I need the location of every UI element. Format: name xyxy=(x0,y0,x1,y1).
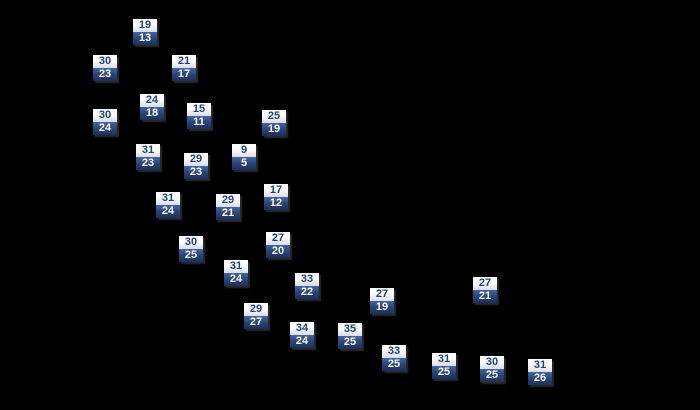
low-temperature: 12 xyxy=(264,197,288,210)
high-temperature: 31 xyxy=(136,144,160,157)
high-temperature: 27 xyxy=(370,288,394,301)
high-temperature: 30 xyxy=(179,236,203,249)
temperature-marker[interactable]: 30 23 xyxy=(93,55,117,81)
high-temperature: 19 xyxy=(133,19,157,32)
temperature-marker[interactable]: 31 26 xyxy=(528,359,552,385)
low-temperature: 13 xyxy=(133,32,157,45)
high-temperature: 29 xyxy=(216,194,240,207)
high-temperature: 30 xyxy=(93,55,117,68)
low-temperature: 25 xyxy=(480,369,504,382)
temperature-marker[interactable]: 27 20 xyxy=(266,232,290,258)
temperature-marker[interactable]: 25 19 xyxy=(262,110,286,136)
low-temperature: 23 xyxy=(93,68,117,81)
low-temperature: 19 xyxy=(370,301,394,314)
temperature-marker[interactable]: 24 18 xyxy=(140,94,164,120)
temperature-marker[interactable]: 31 23 xyxy=(136,144,160,170)
temperature-marker[interactable]: 33 22 xyxy=(295,273,319,299)
temperature-marker[interactable]: 9 5 xyxy=(232,144,256,170)
high-temperature: 21 xyxy=(172,55,196,68)
low-temperature: 25 xyxy=(179,249,203,262)
high-temperature: 17 xyxy=(264,184,288,197)
temperature-marker[interactable]: 27 21 xyxy=(473,277,497,303)
high-temperature: 31 xyxy=(156,192,180,205)
high-temperature: 34 xyxy=(290,322,314,335)
temperature-marker[interactable]: 30 25 xyxy=(480,356,504,382)
low-temperature: 19 xyxy=(262,123,286,136)
low-temperature: 25 xyxy=(382,358,406,371)
low-temperature: 18 xyxy=(140,107,164,120)
temperature-marker[interactable]: 17 12 xyxy=(264,184,288,210)
temperature-marker[interactable]: 31 24 xyxy=(156,192,180,218)
high-temperature: 31 xyxy=(432,353,456,366)
high-temperature: 15 xyxy=(187,103,211,116)
low-temperature: 5 xyxy=(232,157,256,170)
low-temperature: 25 xyxy=(338,336,362,349)
temperature-marker[interactable]: 19 13 xyxy=(133,19,157,45)
low-temperature: 27 xyxy=(244,316,268,329)
temperature-marker[interactable]: 30 25 xyxy=(179,236,203,262)
low-temperature: 21 xyxy=(216,207,240,220)
low-temperature: 24 xyxy=(156,205,180,218)
low-temperature: 23 xyxy=(136,157,160,170)
temperature-marker[interactable]: 29 21 xyxy=(216,194,240,220)
low-temperature: 24 xyxy=(93,122,117,135)
high-temperature: 31 xyxy=(224,260,248,273)
high-temperature: 27 xyxy=(473,277,497,290)
temperature-marker[interactable]: 30 24 xyxy=(93,109,117,135)
temperature-marker[interactable]: 31 25 xyxy=(432,353,456,379)
high-temperature: 9 xyxy=(232,144,256,157)
high-temperature: 33 xyxy=(382,345,406,358)
temperature-marker[interactable]: 29 27 xyxy=(244,303,268,329)
high-temperature: 30 xyxy=(93,109,117,122)
low-temperature: 22 xyxy=(295,286,319,299)
low-temperature: 24 xyxy=(290,335,314,348)
low-temperature: 11 xyxy=(187,116,211,129)
temperature-marker[interactable]: 31 24 xyxy=(224,260,248,286)
low-temperature: 21 xyxy=(473,290,497,303)
low-temperature: 20 xyxy=(266,245,290,258)
low-temperature: 24 xyxy=(224,273,248,286)
high-temperature: 29 xyxy=(244,303,268,316)
high-temperature: 30 xyxy=(480,356,504,369)
high-temperature: 27 xyxy=(266,232,290,245)
high-temperature: 35 xyxy=(338,323,362,336)
temperature-marker[interactable]: 15 11 xyxy=(187,103,211,129)
temperature-marker[interactable]: 33 25 xyxy=(382,345,406,371)
high-temperature: 33 xyxy=(295,273,319,286)
high-temperature: 25 xyxy=(262,110,286,123)
low-temperature: 17 xyxy=(172,68,196,81)
low-temperature: 25 xyxy=(432,366,456,379)
temperature-marker[interactable]: 34 24 xyxy=(290,322,314,348)
temperature-marker[interactable]: 27 19 xyxy=(370,288,394,314)
low-temperature: 23 xyxy=(184,166,208,179)
high-temperature: 24 xyxy=(140,94,164,107)
temperature-marker[interactable]: 35 25 xyxy=(338,323,362,349)
high-temperature: 31 xyxy=(528,359,552,372)
low-temperature: 26 xyxy=(528,372,552,385)
temperature-marker[interactable]: 21 17 xyxy=(172,55,196,81)
high-temperature: 29 xyxy=(184,153,208,166)
temperature-marker[interactable]: 29 23 xyxy=(184,153,208,179)
